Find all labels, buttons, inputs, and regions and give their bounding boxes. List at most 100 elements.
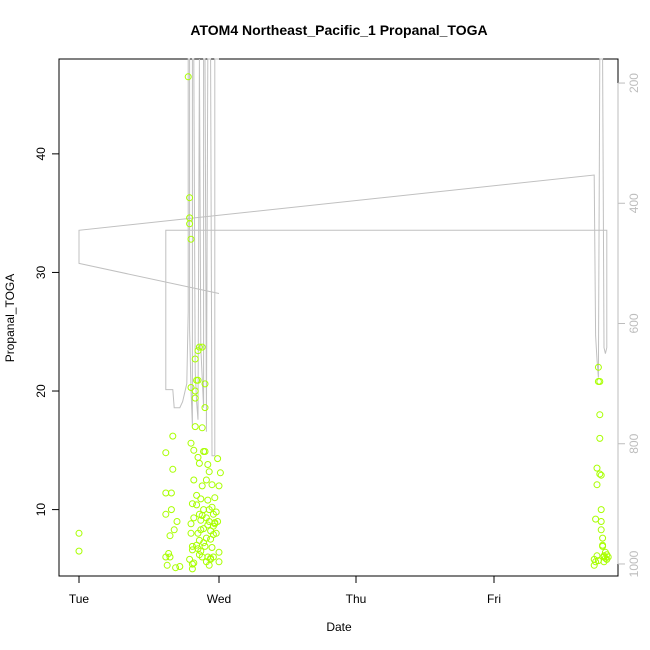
data-point	[176, 563, 184, 570]
x-tick-label: Fri	[487, 592, 501, 606]
data-point	[170, 526, 178, 534]
data-point	[187, 439, 195, 447]
data-point	[187, 529, 195, 537]
data-point	[198, 482, 206, 490]
data-point	[212, 508, 220, 516]
data-point	[190, 559, 198, 567]
data-point	[193, 491, 201, 499]
data-point	[597, 471, 605, 479]
data-point	[191, 355, 199, 363]
y2-tick-label: 400	[627, 193, 641, 213]
data-point	[208, 481, 216, 489]
data-point	[205, 468, 213, 476]
point-series	[75, 73, 612, 573]
data-point	[200, 539, 208, 547]
data-point	[592, 515, 600, 523]
y-tick-label: 30	[34, 265, 48, 279]
x-tick-label: Thu	[346, 592, 367, 606]
data-point	[209, 522, 217, 530]
data-point	[599, 542, 607, 550]
data-point	[166, 532, 174, 540]
data-point	[75, 529, 83, 537]
data-point	[201, 380, 209, 388]
y-tick-label: 40	[34, 147, 48, 161]
data-point	[173, 518, 181, 525]
data-point	[195, 459, 203, 467]
data-point	[186, 194, 194, 202]
data-point	[202, 476, 210, 484]
data-point	[597, 506, 605, 514]
data-point	[604, 553, 612, 561]
data-point	[215, 548, 223, 556]
data-point	[597, 526, 605, 534]
y-axis-label: Propanal_TOGA	[3, 274, 17, 363]
x-axis-label: Date	[326, 620, 352, 634]
data-point	[204, 496, 212, 504]
y-tick-label: 10	[34, 503, 48, 517]
data-point	[191, 387, 199, 395]
x-tick-label: Tue	[69, 592, 90, 606]
data-point	[205, 506, 213, 514]
data-point	[215, 482, 223, 490]
data-point	[172, 564, 180, 572]
line-series	[78, 58, 608, 457]
y2-tick-label: 200	[627, 73, 641, 93]
data-point	[190, 514, 198, 522]
data-point	[75, 547, 83, 555]
data-point	[201, 404, 209, 412]
data-point	[166, 553, 174, 561]
y-axis-right: 200 400 600 800 1000	[617, 73, 641, 577]
data-point	[190, 446, 198, 454]
data-point	[596, 434, 604, 442]
data-point	[188, 500, 196, 508]
data-point	[198, 424, 206, 432]
y2-tick-label: 1000	[627, 550, 641, 577]
data-point	[187, 520, 195, 528]
data-point	[597, 518, 605, 525]
data-point	[167, 489, 175, 497]
data-point	[596, 470, 604, 478]
data-point	[204, 461, 212, 468]
data-point	[216, 469, 224, 477]
data-point	[162, 449, 170, 457]
data-point	[208, 544, 216, 551]
y2-tick-label: 600	[627, 313, 641, 333]
data-point	[211, 519, 219, 527]
data-point	[201, 448, 209, 455]
data-point	[167, 506, 175, 514]
data-point	[194, 453, 202, 461]
data-point	[201, 542, 209, 550]
data-point	[212, 529, 220, 537]
data-point	[215, 558, 223, 566]
data-point	[194, 545, 202, 553]
x-tick-label: Wed	[207, 592, 231, 606]
data-point	[599, 534, 607, 542]
series-line-path	[78, 58, 608, 457]
data-point	[214, 455, 222, 463]
data-point	[165, 550, 173, 557]
data-point	[204, 521, 212, 529]
data-point	[169, 432, 177, 440]
data-point	[163, 561, 171, 569]
data-point	[211, 494, 219, 502]
data-point	[187, 384, 195, 391]
data-point	[184, 73, 192, 81]
data-point	[186, 220, 194, 228]
data-point	[200, 525, 208, 533]
data-point	[169, 465, 177, 473]
data-point	[198, 343, 206, 351]
data-point	[193, 501, 201, 509]
data-point	[197, 495, 205, 503]
chart-title: ATOM4 Northeast_Pacific_1 Propanal_TOGA	[190, 22, 487, 38]
data-point	[194, 376, 202, 384]
data-point	[593, 481, 601, 489]
data-point	[186, 555, 194, 563]
data-point	[596, 378, 604, 385]
data-point	[187, 235, 195, 243]
data-point	[195, 343, 203, 351]
data-point	[197, 516, 205, 524]
data-point	[207, 554, 215, 562]
y2-tick-label: 800	[627, 433, 641, 453]
y-axis-left: 10 20 30 40	[34, 147, 60, 517]
